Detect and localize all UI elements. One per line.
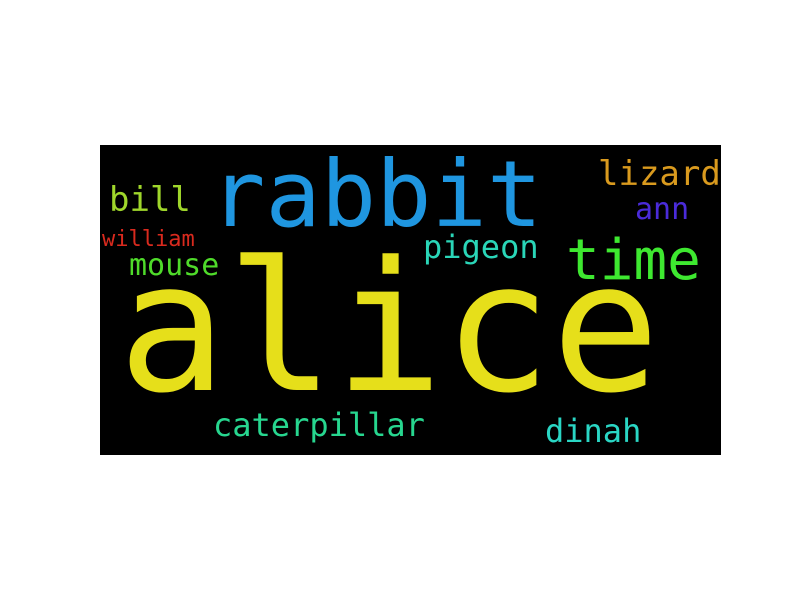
word-pigeon: pigeon xyxy=(423,228,539,266)
word-cloud: alice rabbit time lizard ann bill willia… xyxy=(100,145,721,455)
word-time: time xyxy=(566,228,701,293)
word-caterpillar: caterpillar xyxy=(213,406,425,444)
word-william: william xyxy=(102,227,195,252)
word-mouse: mouse xyxy=(129,248,220,283)
word-ann: ann xyxy=(635,192,690,227)
word-bill: bill xyxy=(109,180,191,220)
word-dinah: dinah xyxy=(545,412,642,450)
word-rabbit: rabbit xyxy=(210,145,543,248)
word-lizard: lizard xyxy=(598,154,721,194)
word-alice: alice xyxy=(118,224,660,433)
